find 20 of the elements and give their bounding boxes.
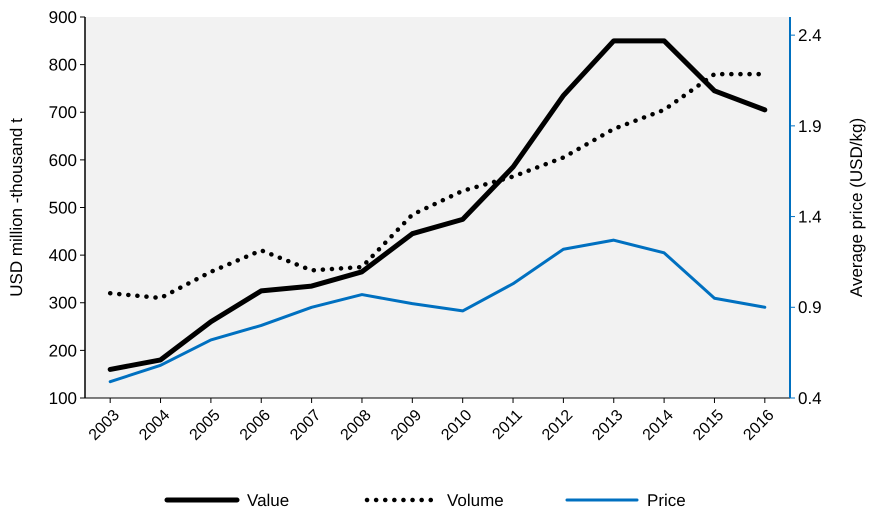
y-tick-label: 500: [48, 198, 77, 218]
y2-tick-label: 1.4: [798, 208, 822, 227]
y-axis-title: USD million -thousand t: [7, 118, 26, 297]
legend-label: Volume: [447, 490, 504, 510]
y2-tick-label: 2.4: [798, 26, 822, 46]
line-series: [108, 238, 766, 384]
y2-tick-label: 1.9: [798, 116, 822, 136]
legend-label: Value: [247, 490, 290, 510]
y-tick-label: 600: [48, 150, 77, 170]
y-tick-label: 700: [48, 103, 77, 122]
y-tick-label: 800: [48, 56, 77, 75]
y2-tick-label: 0.4: [798, 388, 822, 408]
legend-label: Price: [647, 490, 686, 510]
y-tick-label: 900: [48, 8, 77, 27]
y-tick-label: 100: [48, 388, 77, 408]
y-tick-label: 400: [48, 246, 77, 266]
y-tick-label: 300: [48, 294, 77, 313]
y2-axis-title: Average price (USD/kg): [847, 118, 866, 298]
y2-tick-label: 0.9: [798, 298, 822, 318]
y-tick-label: 200: [48, 341, 77, 360]
